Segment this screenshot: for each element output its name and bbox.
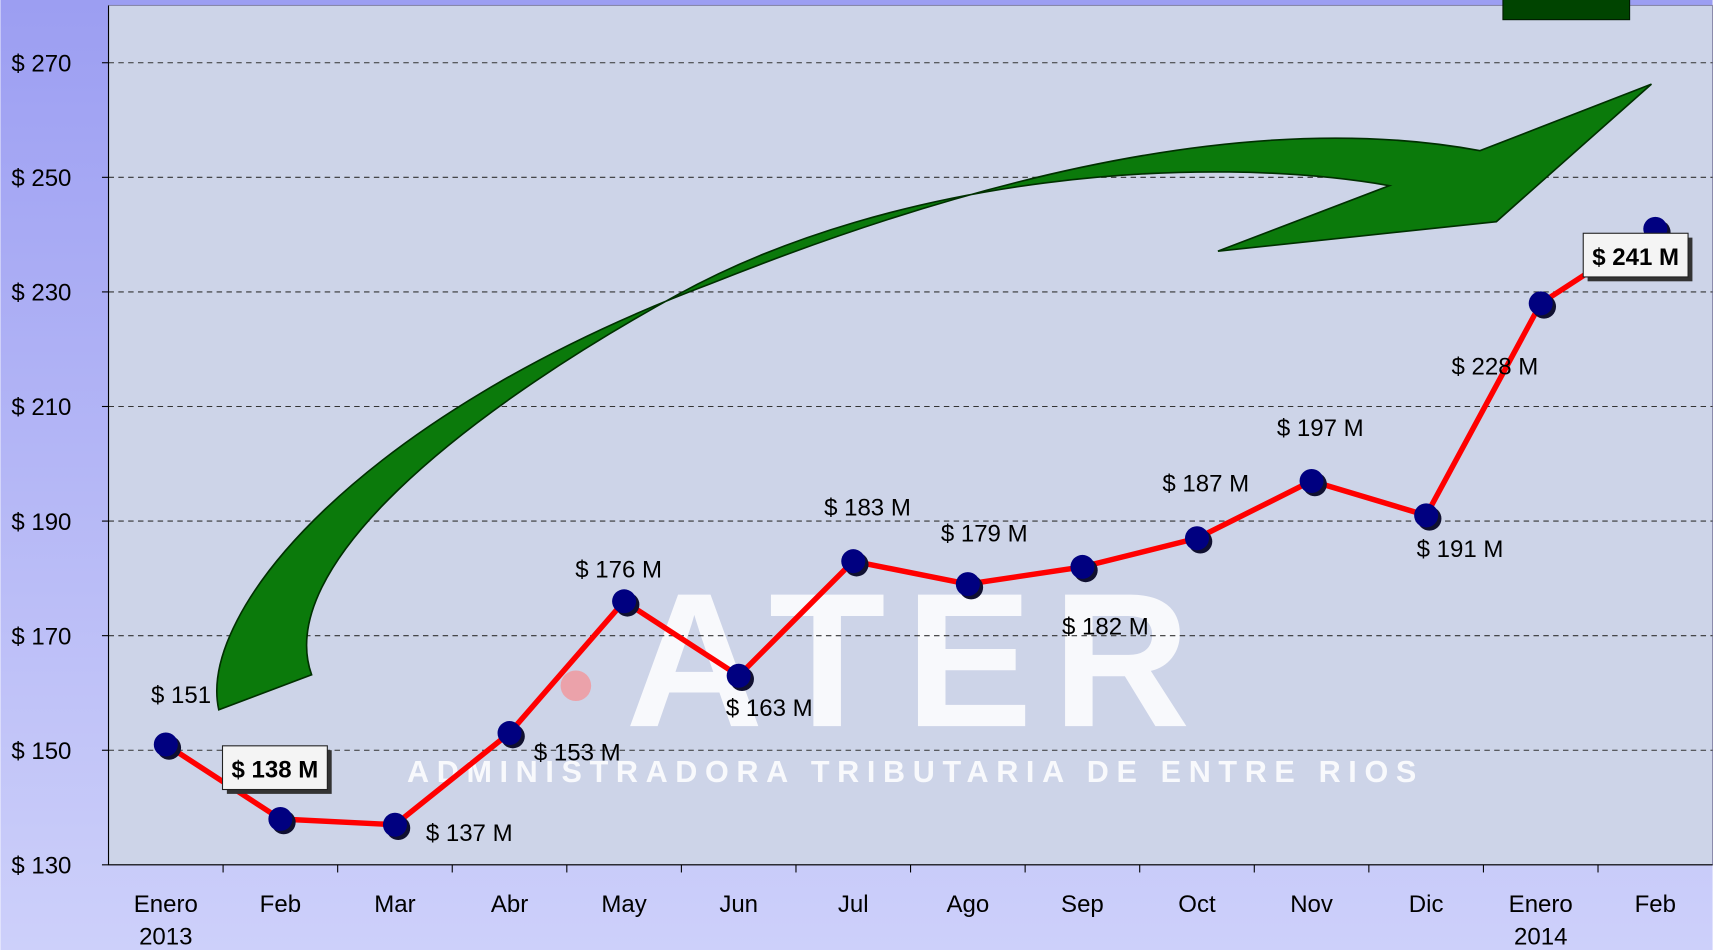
data-label: $ 183 M [824, 494, 911, 521]
label-box [1582, 232, 1689, 278]
y-tick-label: $ 130 [11, 853, 71, 880]
watermark-subtitle: ADMINISTRADORA TRIBUTARIA DE ENTRE RIOS [407, 755, 1424, 789]
x-tick-label: Enero 2013 [134, 891, 198, 950]
marker [497, 721, 522, 746]
data-label: $ 138 M [232, 757, 319, 784]
x-tick-label: May [601, 891, 646, 918]
x-tick-label: Jun [719, 891, 758, 918]
grid [101, 5, 1713, 873]
marker [1299, 468, 1324, 493]
y-tick-label: $ 230 [11, 280, 71, 307]
boxed-label: $ 241 M [1582, 232, 1693, 282]
label-box [221, 745, 328, 791]
marker [153, 732, 178, 757]
data-label: $ 187 M [1162, 470, 1249, 497]
x-tick-label: Sep [1061, 891, 1104, 918]
x-tick-label: Mar [374, 891, 415, 918]
data-label: $ 151 [151, 682, 211, 709]
marker [1184, 526, 1210, 551]
marker [1414, 503, 1439, 528]
data-label: $ 176 M [575, 556, 662, 583]
marker [1528, 291, 1553, 316]
growth-arrow [216, 83, 1652, 711]
marker [1070, 554, 1095, 579]
data-label: $ 153 M [534, 739, 621, 766]
plot: $ 151 $ 138 M $ 137 M $ 153 M $ 176 M $ 163 M… [151, 216, 1693, 847]
x-tick-label: Feb [260, 891, 301, 918]
marker [382, 812, 407, 837]
marker [612, 589, 637, 614]
data-label: $ 228 M [1451, 353, 1538, 380]
marker [955, 572, 980, 597]
y-tick-label: $ 270 [11, 50, 71, 77]
series-line [164, 226, 1657, 828]
corner-box [1502, 0, 1631, 21]
data-label: $ 163 M [726, 695, 813, 722]
data-label: $ 197 M [1277, 415, 1364, 442]
y-tick-label: $ 250 [11, 165, 71, 192]
x-tick-label: Oct [1178, 891, 1216, 918]
boxed-label: $ 138 M [221, 745, 332, 794]
x-tick-label: Enero 2014 [1509, 891, 1573, 950]
marker [268, 806, 293, 832]
y-tick-label: $ 170 [11, 623, 71, 650]
x-tick-label: Abr [491, 891, 528, 918]
data-label: $ 241 M [1592, 244, 1679, 271]
x-tick-label: Feb [1635, 891, 1676, 918]
data-label: $ 137 M [426, 820, 513, 847]
x-tick-label: Dic [1409, 891, 1444, 918]
data-label: $ 182 M [1062, 614, 1149, 641]
x-tick-label: Ago [946, 891, 989, 918]
x-tick-label: Nov [1290, 891, 1333, 918]
y-tick-label: $ 210 [11, 394, 71, 421]
watermark-dot [560, 670, 592, 702]
y-tick-label: $ 190 [11, 509, 71, 536]
data-label: $ 179 M [941, 521, 1028, 548]
y-tick-label: $ 150 [11, 738, 71, 765]
x-tick-label: Jul [838, 891, 869, 918]
data-label: $ 191 M [1417, 536, 1504, 563]
marker [841, 549, 866, 574]
marker [726, 663, 751, 688]
